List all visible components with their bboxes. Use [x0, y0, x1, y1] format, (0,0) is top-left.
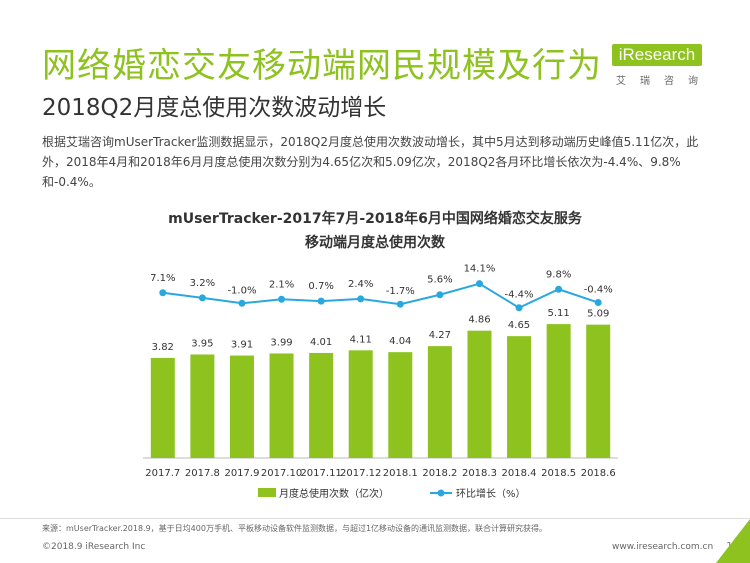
growth-point-2018.5: [555, 285, 563, 293]
growth-line: [162, 282, 599, 309]
footer-divider: [0, 518, 750, 519]
source-note: 来源：mUserTracker.2018.9，基于日均400万手机、平板移动设备…: [42, 524, 548, 533]
corner-decoration: [716, 519, 750, 563]
bar-2017.11: [309, 352, 334, 458]
bar-2017.7: [150, 357, 175, 458]
growth-point-2018.4: [515, 304, 523, 312]
growth-value-label: 5.6%: [427, 275, 452, 286]
growth-value-label: -4.4%: [505, 290, 534, 301]
bar-value-label: 4.27: [429, 330, 451, 341]
bar-value-label: 3.95: [191, 339, 213, 350]
x-tick-label: 2017.10: [261, 468, 302, 479]
growth-value-label: -1.7%: [386, 286, 415, 297]
growth-value-label: 9.8%: [546, 269, 571, 280]
x-tick-label: 2018.2: [422, 468, 457, 479]
legend-bar-swatch: [258, 488, 276, 497]
x-tick-label: 2018.6: [581, 468, 616, 479]
x-tick-label: 2017.8: [185, 468, 220, 479]
x-tick-label: 2018.4: [502, 468, 537, 479]
x-tick-label: 2018.3: [462, 468, 497, 479]
bar-value-label: 4.86: [468, 315, 490, 326]
logo-chinese-name: 艾瑞咨询: [616, 76, 712, 87]
iresearch-logo: iResearch 艾瑞咨询: [612, 44, 712, 88]
chart-title-line1: mUserTracker-2017年7月-2018年6月中国网络婚恋交友服务: [168, 211, 582, 227]
bar-2018.2: [427, 346, 452, 458]
bar-value-label: 5.09: [587, 309, 609, 320]
bar-2018.3: [467, 330, 492, 458]
bar-value-label: 4.01: [310, 337, 332, 348]
page-subtitle: 2018Q2月度总使用次数波动增长: [42, 95, 387, 121]
bar-2017.12: [348, 350, 373, 458]
x-tick-label: 2017.9: [224, 468, 259, 479]
copyright-text: ©2018.9 iResearch Inc: [42, 542, 146, 552]
growth-value-label: 3.2%: [190, 278, 215, 289]
growth-point-2017.8: [198, 294, 206, 302]
bar-value-label: 3.82: [152, 342, 174, 353]
bar-2017.8: [190, 354, 215, 458]
growth-point-2018.1: [396, 300, 404, 308]
logo-wordmark: iResearch: [612, 44, 702, 66]
growth-point-2017.11: [317, 297, 325, 305]
bar-value-label: 4.04: [389, 336, 411, 347]
description-text: 根据艾瑞咨询mUserTracker监测数据显示，2018Q2月度总使用次数波动…: [42, 135, 699, 189]
growth-value-label: 7.1%: [150, 273, 175, 284]
x-tick-label: 2018.1: [383, 468, 418, 479]
bar-value-label: 4.65: [508, 320, 530, 331]
growth-point-2017.12: [357, 295, 365, 303]
growth-value-label: -0.4%: [584, 285, 613, 296]
growth-value-label: -1.0%: [227, 285, 256, 296]
bar-2018.4: [507, 336, 532, 458]
legend-line-marker: [437, 489, 445, 497]
bar-2017.9: [229, 355, 254, 458]
growth-point-2018.2: [436, 291, 444, 299]
legend-line-label: 环比增长（%）: [456, 487, 526, 500]
growth-point-2017.9: [238, 299, 246, 307]
bar-value-label: 4.11: [350, 334, 372, 345]
bar-2018.5: [546, 324, 571, 458]
bar-2017.10: [269, 353, 294, 458]
growth-value-label: 0.7%: [308, 281, 333, 292]
growth-point-2017.10: [278, 295, 286, 303]
website-link[interactable]: www.iresearch.com.cn: [612, 542, 714, 552]
bar-value-label: 3.91: [231, 340, 253, 351]
growth-value-label: 2.4%: [348, 279, 373, 290]
usage-chart: 3.82 2017.7 3.95 2017.8 3.91 2017.9 3.99 2017.1…: [143, 264, 618, 500]
x-tick-label: 2018.5: [541, 468, 576, 479]
growth-value-label: 2.1%: [269, 279, 294, 290]
x-tick-label: 2017.11: [300, 468, 341, 479]
bar-2018.1: [388, 352, 413, 458]
chart-title-line2: 移动端月度总使用次数: [305, 235, 445, 251]
x-tick-label: 2017.12: [340, 468, 381, 479]
bar-value-label: 3.99: [270, 337, 292, 348]
legend-bar-label: 月度总使用次数（亿次）: [279, 487, 389, 500]
growth-point-2018.3: [475, 280, 483, 288]
growth-point-2018.6: [594, 299, 602, 307]
bar-value-label: 5.11: [547, 308, 569, 319]
bar-2018.6: [586, 324, 611, 458]
growth-value-label: 14.1%: [464, 264, 496, 275]
page-title: 网络婚恋交友移动端网民规模及行为: [42, 46, 602, 86]
x-tick-label: 2017.7: [145, 468, 180, 479]
growth-point-2017.7: [159, 289, 167, 297]
